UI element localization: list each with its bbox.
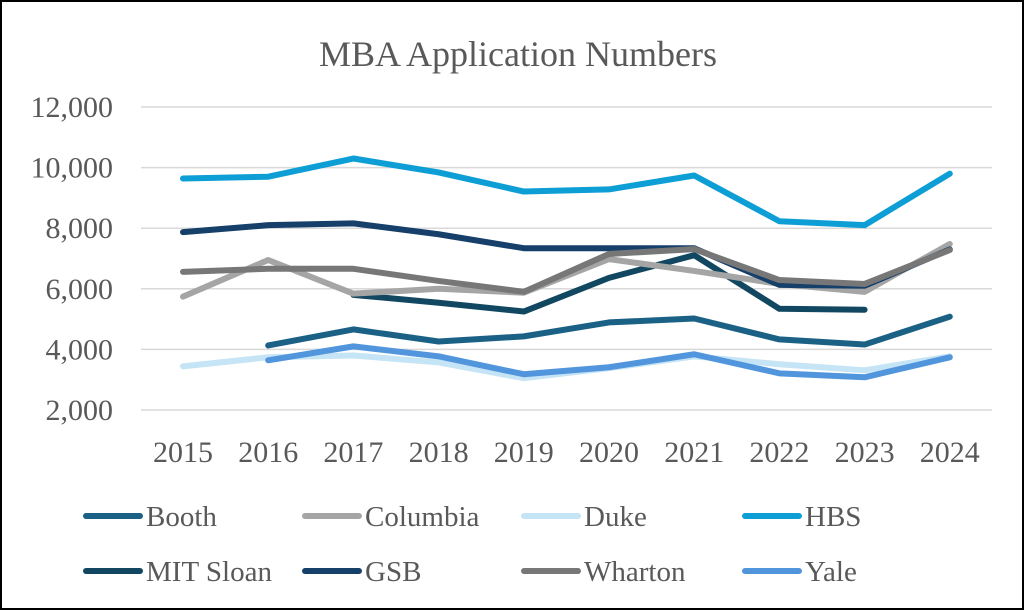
x-tick-label: 2024 bbox=[920, 436, 980, 469]
y-tick-label: 2,000 bbox=[46, 394, 114, 427]
series-line-mit-sloan bbox=[350, 252, 868, 315]
legend-item-yale: Yale bbox=[742, 556, 857, 588]
series-line-hbs bbox=[180, 155, 953, 229]
legend-label: Duke bbox=[584, 501, 647, 533]
x-tick-label: 2016 bbox=[238, 436, 298, 469]
legend-label: HBS bbox=[805, 501, 861, 533]
x-tick-label: 2015 bbox=[153, 436, 213, 469]
legend-item-mit-sloan: MIT Sloan bbox=[83, 556, 272, 588]
y-axis-ticks: 2,000 4,000 6,000 8,000 10,000 12,000 bbox=[31, 91, 114, 427]
series-line-yale bbox=[265, 343, 953, 381]
legend-label: GSB bbox=[365, 556, 421, 588]
legend-item-hbs: HBS bbox=[742, 501, 861, 533]
y-tick-label: 8,000 bbox=[46, 212, 114, 245]
series-line-booth bbox=[265, 313, 953, 349]
x-tick-label: 2019 bbox=[494, 436, 554, 469]
x-tick-label: 2023 bbox=[835, 436, 895, 469]
gridlines bbox=[141, 106, 992, 411]
y-tick-label: 12,000 bbox=[31, 91, 114, 124]
chart-title: MBA Application Numbers bbox=[319, 34, 717, 74]
y-tick-label: 6,000 bbox=[46, 273, 114, 306]
legend: Booth Columbia Duke HBS MIT Sloan GSB Wharton Y… bbox=[83, 501, 861, 588]
y-tick-label: 10,000 bbox=[31, 152, 114, 185]
legend-item-gsb: GSB bbox=[302, 556, 421, 588]
series-lines bbox=[180, 155, 953, 382]
series-line-wharton bbox=[180, 246, 953, 295]
x-tick-label: 2017 bbox=[323, 436, 383, 469]
x-tick-label: 2020 bbox=[579, 436, 639, 469]
legend-item-columbia: Columbia bbox=[302, 501, 480, 533]
x-tick-label: 2022 bbox=[749, 436, 809, 469]
y-tick-label: 4,000 bbox=[46, 333, 114, 366]
legend-label: Columbia bbox=[365, 501, 480, 533]
x-tick-label: 2018 bbox=[409, 436, 469, 469]
series-line-gsb bbox=[180, 220, 953, 289]
legend-label: Yale bbox=[805, 556, 857, 588]
legend-item-duke: Duke bbox=[521, 501, 647, 533]
legend-item-wharton: Wharton bbox=[521, 556, 686, 588]
x-axis-ticks: 2015 2016 2017 2018 2019 2020 2021 2022 2023 2024 bbox=[153, 436, 980, 469]
legend-item-booth: Booth bbox=[83, 501, 217, 533]
legend-label: Booth bbox=[146, 501, 217, 533]
legend-label: MIT Sloan bbox=[146, 556, 272, 588]
x-tick-label: 2021 bbox=[664, 436, 724, 469]
legend-label: Wharton bbox=[584, 556, 686, 588]
